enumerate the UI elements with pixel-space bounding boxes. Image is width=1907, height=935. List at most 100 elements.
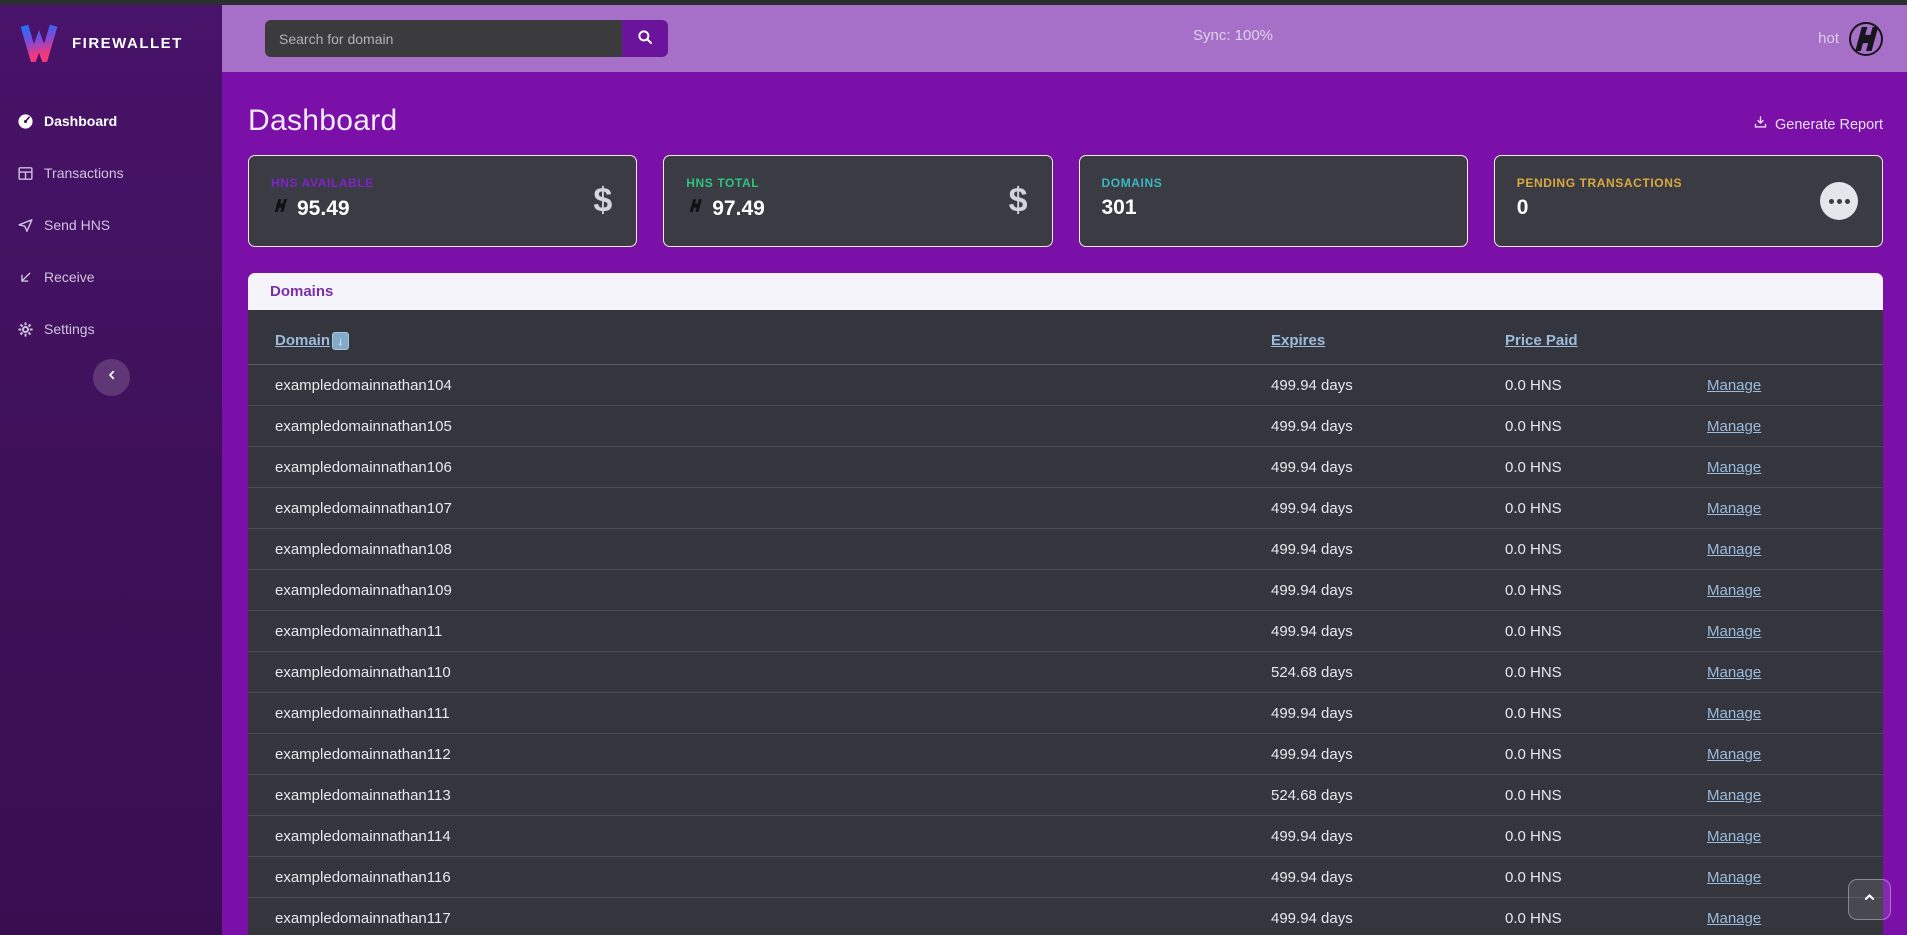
stat-card-label: PENDING TRANSACTIONS — [1516, 176, 1683, 190]
table-row: exampledomainnathan114 499.94 days 0.0 HNS… — [248, 816, 1883, 858]
sidebar-item-dashboard[interactable]: Dashboard — [0, 95, 222, 147]
price-cell: 0.0 HNS — [1505, 417, 1562, 435]
manage-link[interactable]: Manage — [1707, 417, 1762, 435]
window-top-strip — [0, 0, 1907, 5]
action-cell: Manage — [1707, 664, 1883, 681]
price-cell: 0.0 HNS — [1505, 458, 1562, 476]
price-cell: 0.0 HNS — [1505, 786, 1562, 804]
expires-cell: 499.94 days — [1271, 458, 1353, 476]
manage-link[interactable]: Manage — [1707, 622, 1762, 640]
chevron-up-icon — [1861, 889, 1878, 911]
search-input[interactable] — [265, 20, 622, 57]
handshake-logo-icon — [1848, 21, 1884, 57]
price-cell: 0.0 HNS — [1505, 376, 1562, 394]
domain-cell: exampledomainnathan110 — [275, 663, 451, 681]
domain-search — [265, 20, 668, 57]
action-cell: Manage — [1707, 828, 1883, 845]
domain-cell: exampledomainnathan105 — [275, 417, 452, 435]
stat-card-label: HNS TOTAL — [686, 176, 760, 190]
expires-cell: 499.94 days — [1271, 540, 1353, 558]
column-header-domain[interactable]: Domain — [275, 332, 331, 349]
stat-card-value: 0 — [1516, 196, 1529, 219]
manage-link[interactable]: Manage — [1707, 540, 1762, 558]
expires-cell: 524.68 days — [1271, 786, 1353, 804]
table-row: exampledomainnathan108 499.94 days 0.0 HNS… — [248, 529, 1883, 571]
speedometer-icon — [17, 113, 34, 130]
action-cell: Manage — [1707, 746, 1883, 763]
expires-cell: 499.94 days — [1271, 622, 1353, 640]
dollar-icon: $ — [1008, 181, 1028, 220]
domain-cell: exampledomainnathan106 — [275, 458, 452, 476]
sidebar-item-label: Settings — [44, 321, 95, 337]
sidebar-item-transactions[interactable]: Transactions — [0, 147, 222, 199]
gear-icon — [17, 321, 34, 338]
expires-cell: 499.94 days — [1271, 376, 1353, 394]
action-cell: Manage — [1707, 787, 1883, 804]
send-icon — [17, 217, 34, 234]
wallet-selector[interactable]: hot — [1818, 5, 1884, 72]
stat-card-value: 301 — [1101, 196, 1137, 219]
stat-card-label: DOMAINS — [1101, 176, 1163, 190]
manage-link[interactable]: Manage — [1707, 909, 1762, 927]
manage-link[interactable]: Manage — [1707, 376, 1762, 394]
action-cell: Manage — [1707, 377, 1883, 394]
price-cell: 0.0 HNS — [1505, 540, 1562, 558]
column-header-expires[interactable]: Expires — [1271, 332, 1326, 349]
manage-link[interactable]: Manage — [1707, 704, 1762, 722]
manage-link[interactable]: Manage — [1707, 499, 1762, 517]
domains-panel-header: Domains — [248, 273, 1883, 310]
manage-link[interactable]: Manage — [1707, 827, 1762, 845]
stat-card-domains: DOMAINS 301 — [1078, 155, 1468, 247]
sidebar-item-label: Dashboard — [44, 113, 118, 129]
expires-cell: 499.94 days — [1271, 868, 1353, 886]
domain-cell: exampledomainnathan104 — [275, 376, 452, 394]
domain-cell: exampledomainnathan108 — [275, 540, 452, 558]
action-cell: Manage — [1707, 582, 1883, 599]
column-header-price-paid[interactable]: Price Paid — [1505, 332, 1578, 349]
price-cell: 0.0 HNS — [1505, 704, 1562, 722]
manage-link[interactable]: Manage — [1707, 581, 1762, 599]
expires-cell: 524.68 days — [1271, 663, 1353, 681]
table-row: exampledomainnathan111 499.94 days 0.0 HNS… — [248, 693, 1883, 735]
stat-cards: HNS AVAILABLE 95.49 $ HNS TOTAL 97.49 — [248, 155, 1883, 247]
expires-cell: 499.94 days — [1271, 704, 1353, 722]
price-cell: 0.0 HNS — [1505, 909, 1562, 927]
receive-icon — [17, 269, 34, 286]
manage-link[interactable]: Manage — [1707, 663, 1762, 681]
hns-logo-icon — [271, 196, 290, 221]
manage-link[interactable]: Manage — [1707, 868, 1762, 886]
action-cell: Manage — [1707, 541, 1883, 558]
stat-card-value: 97.49 — [712, 196, 765, 220]
sidebar-item-send-hns[interactable]: Send HNS — [0, 199, 222, 251]
brand: FIREWALLET — [0, 5, 222, 70]
domains-table-body: exampledomainnathan104 499.94 days 0.0 HNS… — [248, 365, 1883, 935]
main-content: Dashboard Generate Report HNS AVAILABLE … — [222, 72, 1907, 935]
domain-cell: exampledomainnathan112 — [275, 745, 451, 763]
stat-card-value: 95.49 — [297, 196, 350, 220]
domain-cell: exampledomainnathan109 — [275, 581, 452, 599]
table-row: exampledomainnathan11 499.94 days 0.0 HNS M… — [248, 611, 1883, 653]
manage-link[interactable]: Manage — [1707, 786, 1762, 804]
domain-cell: exampledomainnathan111 — [275, 704, 450, 722]
action-cell: Manage — [1707, 910, 1883, 927]
manage-link[interactable]: Manage — [1707, 745, 1762, 763]
generate-report-button[interactable]: Generate Report — [1753, 115, 1883, 138]
expires-cell: 499.94 days — [1271, 909, 1353, 927]
price-cell: 0.0 HNS — [1505, 663, 1562, 681]
action-cell: Manage — [1707, 459, 1883, 476]
domain-cell: exampledomainnathan114 — [275, 827, 451, 845]
table-row: exampledomainnathan105 499.94 days 0.0 HNS… — [248, 406, 1883, 448]
hns-logo-icon — [686, 196, 705, 221]
scroll-to-top-button[interactable] — [1848, 879, 1891, 920]
domains-table: Domain ↓ Expires Price Paid exampledomain… — [248, 310, 1883, 935]
manage-link[interactable]: Manage — [1707, 458, 1762, 476]
sidebar-item-receive[interactable]: Receive — [0, 251, 222, 303]
sidebar-item-settings[interactable]: Settings — [0, 303, 222, 355]
search-button[interactable] — [622, 20, 668, 57]
download-icon — [1753, 115, 1768, 134]
brand-name: FIREWALLET — [72, 34, 183, 52]
sidebar-collapse-button[interactable] — [93, 359, 130, 396]
page-title: Dashboard — [248, 104, 398, 137]
ellipsis-icon[interactable] — [1820, 182, 1858, 220]
stat-card-hns-total: HNS TOTAL 97.49 $ — [663, 155, 1053, 247]
